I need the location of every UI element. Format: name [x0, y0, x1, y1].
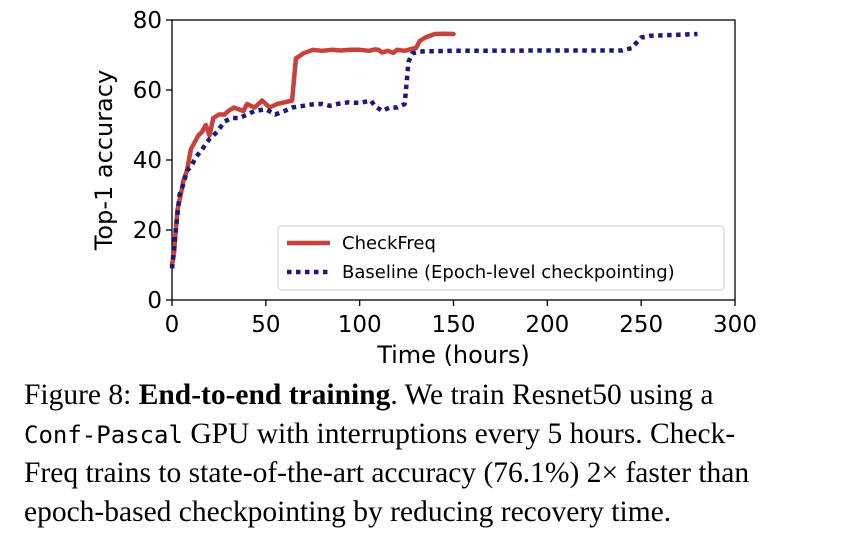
caption-mono-term: Conf-Pascal: [24, 420, 183, 449]
y-tick-label: 80: [133, 8, 162, 34]
legend-box: [277, 225, 725, 291]
series-line-0: [169, 31, 456, 268]
y-tick-label: 40: [133, 148, 162, 174]
x-tick-label: 50: [251, 312, 280, 338]
y-tick-label: 20: [133, 218, 162, 244]
x-tick-label: 150: [432, 312, 476, 338]
caption-line4: epoch-based checkpointing by reducing re…: [24, 495, 672, 528]
x-tick-label: 250: [619, 312, 663, 338]
caption-bold-title: End-to-end training: [138, 379, 391, 411]
x-axis-label: Time (hours): [376, 341, 530, 369]
y-tick-label: 0: [147, 288, 162, 314]
figure-caption: Figure 8: End-to-end training. We train …: [24, 376, 839, 531]
x-tick-label: 100: [338, 312, 382, 338]
series-layer: [169, 31, 698, 269]
legend-label-1: Baseline (Epoch-level checkpointing): [342, 262, 675, 283]
x-tick-label: 300: [713, 312, 757, 338]
y-axis-label: Top-1 accuracy: [90, 70, 118, 251]
x-tick-label: 0: [165, 312, 180, 338]
figure-label: Figure 8:: [24, 379, 139, 411]
line-chart: 0 50 100 150 200 250 300 0 20 40 60 80 Time (hours)…: [90, 8, 757, 369]
caption-line2: GPU with interruptions every 5 hours. Ch…: [182, 417, 736, 450]
x-tick-label: 200: [525, 312, 569, 338]
legend: CheckFreq Baseline (Epoch-level checkpoin…: [277, 225, 725, 291]
caption-line3: Freq trains to state-of-the-art accuracy…: [24, 457, 750, 489]
ticks-layer: 0 50 100 150 200 250 300 0 20 40 60 80: [133, 8, 757, 338]
caption-line1: . We train Resnet50 using a: [390, 379, 714, 411]
legend-label-0: CheckFreq: [342, 233, 436, 254]
y-tick-label: 60: [133, 78, 162, 104]
